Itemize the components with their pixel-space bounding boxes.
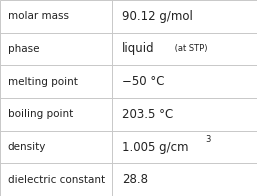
Text: boiling point: boiling point [8, 109, 73, 119]
Text: density: density [8, 142, 46, 152]
Text: liquid: liquid [122, 43, 155, 55]
Text: 3: 3 [206, 135, 211, 144]
Text: phase: phase [8, 44, 39, 54]
Text: 90.12 g/mol: 90.12 g/mol [122, 10, 193, 23]
Text: 28.8: 28.8 [122, 173, 148, 186]
Text: 203.5 °C: 203.5 °C [122, 108, 173, 121]
Text: molar mass: molar mass [8, 11, 69, 21]
Text: melting point: melting point [8, 77, 78, 87]
Text: 1.005 g/cm: 1.005 g/cm [122, 141, 189, 153]
Text: −50 °C: −50 °C [122, 75, 164, 88]
Text: (at STP): (at STP) [172, 44, 208, 54]
Text: dielectric constant: dielectric constant [8, 175, 105, 185]
